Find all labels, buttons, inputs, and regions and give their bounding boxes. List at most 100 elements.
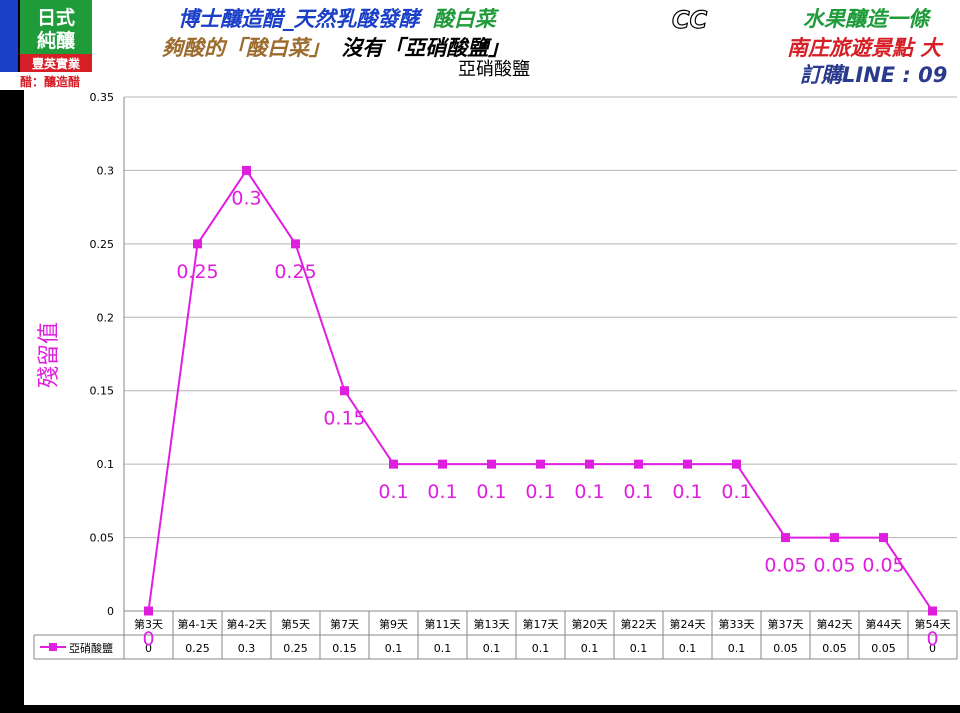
data-point [389, 459, 398, 469]
table-value: 0 [929, 642, 936, 655]
data-label: 0.05 [813, 555, 855, 577]
table-value: 0.05 [871, 642, 896, 655]
data-point [781, 533, 790, 543]
x-category-label: 第7天 [330, 617, 359, 631]
data-point [830, 533, 839, 543]
y-tick-label: 0.3 [97, 164, 115, 177]
table-value: 0.25 [185, 642, 210, 655]
data-label: 0.3 [231, 187, 261, 209]
data-point [242, 165, 251, 175]
data-label: 0.1 [476, 481, 506, 503]
x-category-label: 第20天 [572, 617, 608, 631]
header-title-line2a: 夠酸的「酸白菜」 [162, 36, 330, 60]
logo-blue-block [0, 0, 18, 75]
y-tick-label: 0.2 [97, 311, 115, 324]
data-label: 0.1 [427, 481, 457, 503]
data-label: 0.1 [525, 481, 555, 503]
header-band [92, 0, 960, 88]
chart-title: 亞硝酸鹽 [458, 59, 530, 80]
legend-series-name: 亞硝酸鹽 [69, 641, 113, 655]
x-category-label: 第24天 [670, 617, 706, 631]
data-point [732, 459, 741, 469]
data-label: 0.25 [274, 261, 316, 283]
x-category-label: 第4-1天 [178, 617, 218, 631]
data-label: 0 [926, 628, 938, 650]
data-point [340, 386, 349, 396]
x-category-label: 第5天 [281, 617, 310, 631]
data-point [928, 606, 937, 616]
data-point [144, 606, 153, 616]
y-axis-label: 殘留值 [37, 322, 62, 388]
table-value: 0.05 [822, 642, 847, 655]
header-cc: CC [672, 6, 708, 34]
legend-marker [49, 643, 57, 651]
data-label: 0.05 [764, 555, 806, 577]
table-value: 0.1 [385, 642, 403, 655]
data-point [536, 459, 545, 469]
y-tick-label: 0.1 [97, 458, 115, 471]
x-category-label: 第13天 [474, 617, 510, 631]
table-value: 0.25 [283, 642, 308, 655]
data-label: 0.25 [176, 261, 218, 283]
table-value: 0.3 [238, 642, 256, 655]
x-category-label: 第22天 [621, 617, 657, 631]
data-label: 0.1 [672, 481, 702, 503]
table-value: 0.1 [434, 642, 452, 655]
x-category-label: 第54天 [915, 617, 951, 631]
logo-line1: 日式 [37, 6, 75, 29]
logo-red-block [20, 54, 92, 72]
series-markers [144, 165, 937, 616]
y-tick-label: 0.25 [90, 238, 115, 251]
data-point [291, 239, 300, 249]
logo-brand: 豐英實業 [32, 56, 81, 71]
data-point [879, 533, 888, 543]
data-label: 0.1 [574, 481, 604, 503]
data-label: 0 [142, 628, 154, 650]
header-left-strip [0, 72, 92, 90]
x-category-label: 第33天 [719, 617, 755, 631]
logo-green-block [20, 0, 92, 54]
x-category-label: 第42天 [817, 617, 853, 631]
data-label: 0.1 [623, 481, 653, 503]
table-value: 0.05 [773, 642, 798, 655]
logo-line2: 純釀 [37, 29, 76, 52]
table-value: 0.1 [630, 642, 648, 655]
y-tick-label: 0.35 [90, 91, 115, 104]
table-value: 0.1 [679, 642, 697, 655]
table-value: 0 [145, 642, 152, 655]
table-value: 0.1 [532, 642, 550, 655]
header-title-line2: 夠酸的「酸白菜」 沒有「亞硝酸鹽」 [162, 36, 509, 60]
header-title-line1-tail: 酸白菜 [433, 7, 500, 31]
x-category-label: 第37天 [768, 617, 804, 631]
data-point [193, 239, 202, 249]
table-value: 0.1 [581, 642, 599, 655]
logo-sub: 醋：釀造醋 [20, 74, 80, 89]
header-right3: 訂購LINE : 09 [800, 63, 947, 87]
data-label: 0.15 [323, 408, 365, 430]
header-title-line1: 博士釀造醋_天然乳酸發酵 酸白菜 [178, 7, 500, 31]
data-label: 0.1 [378, 481, 408, 503]
data-label: 0.1 [721, 481, 751, 503]
header-right2: 南庄旅遊景點 大 [787, 36, 944, 60]
x-category-label: 第44天 [866, 617, 902, 631]
table-value: 0.15 [332, 642, 357, 655]
data-label: 0.05 [862, 555, 904, 577]
x-category-label: 第17天 [523, 617, 559, 631]
y-tick-label: 0 [107, 605, 114, 618]
x-category-label: 第11天 [425, 617, 461, 631]
data-point [585, 459, 594, 469]
x-category-label: 第4-2天 [227, 617, 267, 631]
y-tick-label: 0.15 [90, 385, 115, 398]
x-category-label: 第9天 [379, 617, 408, 631]
y-tick-labels: 0 0.05 0.1 0.15 0.2 0.25 0.3 0.35 [90, 91, 115, 618]
header-title-line2b: 沒有「亞硝酸鹽」 [341, 36, 509, 60]
data-point [487, 459, 496, 469]
data-point [438, 459, 447, 469]
chart-page [24, 88, 960, 705]
data-point [634, 459, 643, 469]
header-title-line1-main: 博士釀造醋_天然乳酸發酵 [178, 7, 423, 31]
data-table: 第3天0第4-1天0.25第4-2天0.3第5天0.25第7天0.15第9天0.… [33, 610, 958, 660]
data-point [683, 459, 692, 469]
header-right1: 水果釀造一條 [803, 7, 932, 31]
